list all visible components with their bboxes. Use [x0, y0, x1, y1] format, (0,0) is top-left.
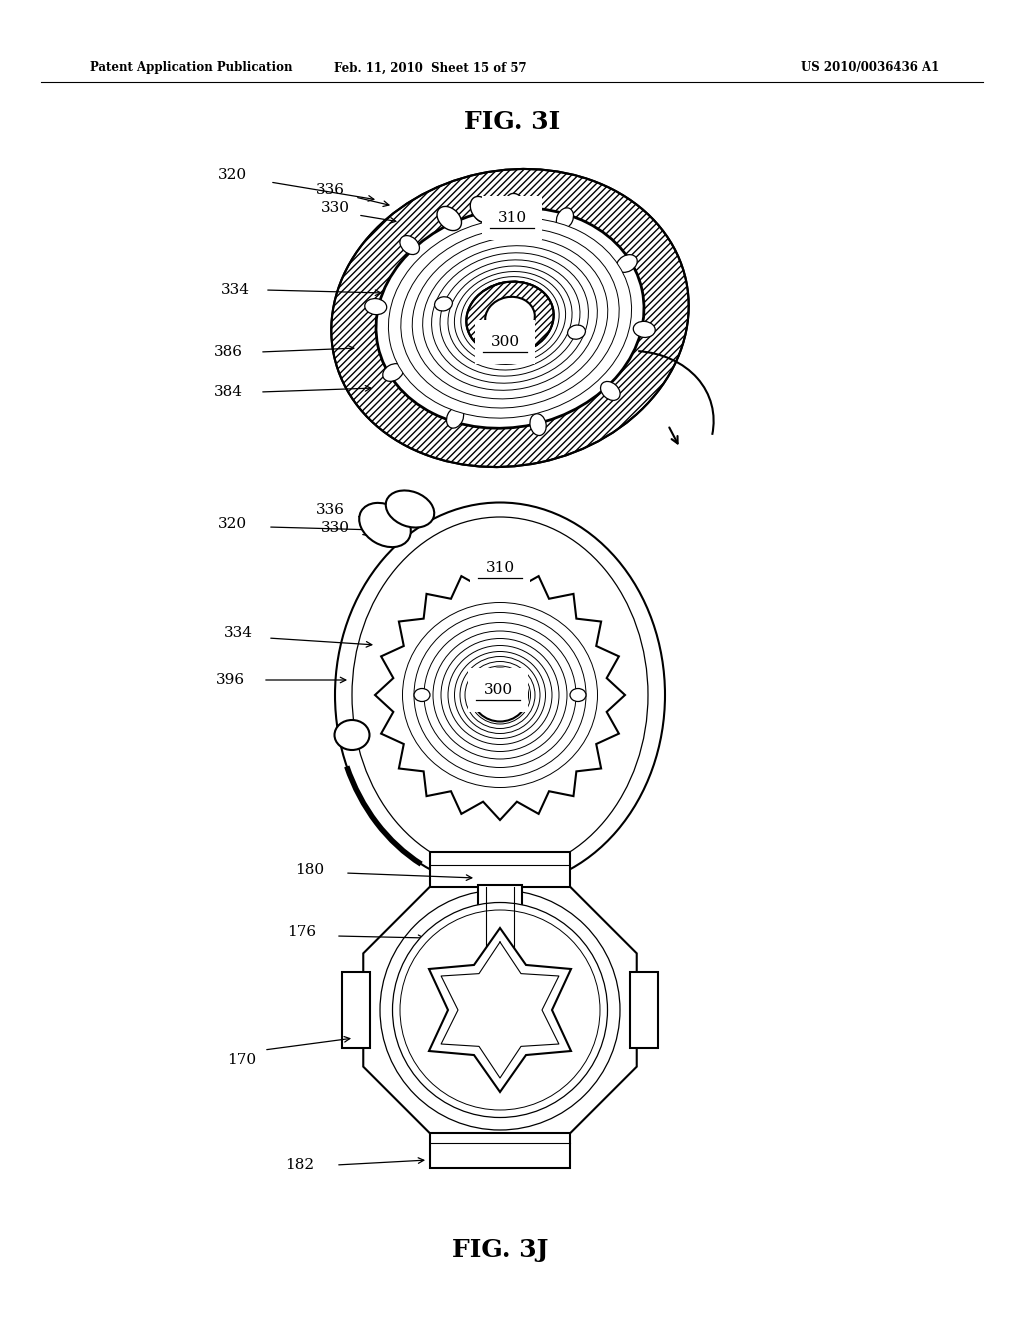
Ellipse shape [556, 207, 573, 228]
FancyBboxPatch shape [478, 884, 522, 965]
Ellipse shape [388, 218, 632, 418]
Ellipse shape [386, 491, 434, 528]
Text: 320: 320 [217, 168, 247, 182]
FancyBboxPatch shape [630, 972, 658, 1048]
Text: 182: 182 [286, 1158, 314, 1172]
Ellipse shape [460, 656, 540, 734]
Ellipse shape [469, 667, 530, 723]
Text: 300: 300 [483, 682, 513, 697]
Text: 386: 386 [213, 345, 243, 359]
Ellipse shape [423, 246, 597, 391]
Ellipse shape [352, 517, 648, 873]
Ellipse shape [474, 201, 490, 222]
FancyBboxPatch shape [430, 851, 570, 887]
Ellipse shape [529, 413, 546, 436]
Text: 334: 334 [220, 282, 250, 297]
Ellipse shape [414, 612, 586, 777]
Polygon shape [364, 874, 637, 1147]
Ellipse shape [447, 265, 572, 370]
Polygon shape [429, 928, 571, 1092]
Ellipse shape [335, 503, 665, 887]
Text: 396: 396 [215, 673, 245, 686]
Ellipse shape [455, 652, 546, 738]
Text: 310: 310 [485, 561, 515, 576]
Ellipse shape [485, 297, 535, 339]
Ellipse shape [633, 321, 655, 338]
Ellipse shape [400, 228, 620, 408]
Ellipse shape [466, 281, 554, 354]
Ellipse shape [437, 206, 462, 231]
Ellipse shape [335, 719, 370, 750]
Ellipse shape [359, 503, 411, 546]
Ellipse shape [570, 689, 586, 701]
Text: 330: 330 [321, 201, 349, 215]
Ellipse shape [465, 661, 535, 729]
Ellipse shape [400, 235, 420, 255]
Ellipse shape [383, 363, 403, 381]
Text: 180: 180 [296, 863, 325, 876]
Ellipse shape [365, 298, 387, 314]
Ellipse shape [431, 253, 589, 383]
Text: 336: 336 [315, 183, 344, 197]
Ellipse shape [400, 909, 600, 1110]
Ellipse shape [600, 381, 621, 400]
Text: FIG. 3I: FIG. 3I [464, 110, 560, 135]
Text: 330: 330 [321, 521, 349, 535]
Ellipse shape [470, 197, 493, 223]
Ellipse shape [376, 207, 644, 428]
Ellipse shape [472, 668, 528, 722]
Ellipse shape [567, 325, 586, 339]
Ellipse shape [414, 689, 430, 701]
Ellipse shape [440, 260, 580, 376]
Text: 170: 170 [227, 1053, 257, 1067]
Text: Feb. 11, 2010  Sheet 15 of 57: Feb. 11, 2010 Sheet 15 of 57 [334, 62, 526, 74]
Ellipse shape [466, 281, 554, 355]
Ellipse shape [380, 890, 620, 1130]
Ellipse shape [471, 285, 549, 351]
Ellipse shape [449, 645, 552, 744]
Text: 320: 320 [217, 517, 247, 531]
Ellipse shape [424, 623, 575, 767]
Ellipse shape [446, 407, 464, 428]
Text: 300: 300 [490, 335, 519, 348]
Text: 310: 310 [498, 211, 526, 224]
FancyBboxPatch shape [342, 972, 370, 1048]
Text: 384: 384 [213, 385, 243, 399]
Text: Patent Application Publication: Patent Application Publication [90, 62, 293, 74]
Text: 334: 334 [223, 626, 253, 640]
Ellipse shape [616, 255, 637, 272]
Ellipse shape [413, 238, 608, 399]
Ellipse shape [402, 602, 597, 788]
Text: FIG. 3J: FIG. 3J [452, 1238, 548, 1262]
Ellipse shape [461, 277, 559, 359]
Ellipse shape [434, 297, 453, 312]
Ellipse shape [392, 903, 607, 1118]
Ellipse shape [455, 272, 565, 364]
Ellipse shape [332, 169, 689, 467]
Polygon shape [375, 570, 625, 820]
Ellipse shape [505, 194, 526, 220]
Ellipse shape [441, 639, 559, 751]
Ellipse shape [433, 631, 567, 759]
FancyBboxPatch shape [430, 1133, 570, 1168]
Text: 176: 176 [288, 925, 316, 939]
Text: 336: 336 [315, 503, 344, 517]
Text: US 2010/0036436 A1: US 2010/0036436 A1 [801, 62, 939, 74]
